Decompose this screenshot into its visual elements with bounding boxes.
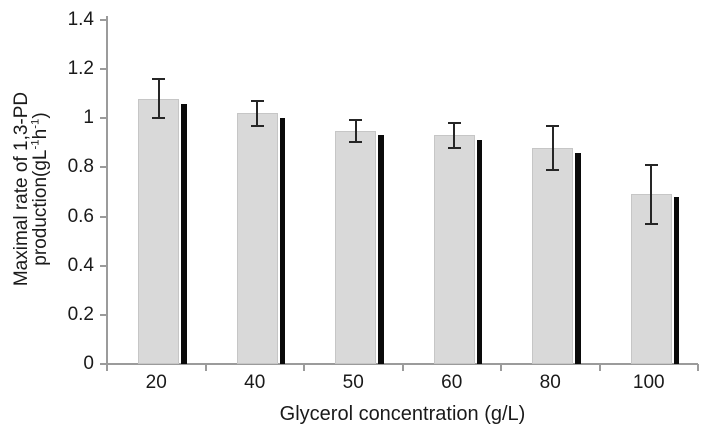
error-bar-vertical	[551, 125, 554, 170]
y-tick-mark	[100, 19, 106, 22]
y-tick-label: 0.8	[67, 156, 94, 178]
bar-accent	[378, 135, 384, 364]
x-tick-label: 40	[244, 372, 266, 393]
x-tick-label: 20	[145, 372, 167, 393]
y-tick-mark	[100, 166, 106, 169]
x-tick-mark	[204, 364, 207, 371]
y-tick-mark	[100, 264, 106, 267]
error-bar-cap-top	[546, 124, 559, 127]
bar-accent	[279, 118, 285, 364]
y-tick-mark	[100, 313, 106, 316]
error-bar-vertical	[256, 101, 258, 126]
y-tick-label: 0.4	[67, 254, 94, 276]
y-tick-label: 1	[83, 107, 94, 129]
error-bar-cap-top	[447, 122, 461, 125]
error-bar-cap-top	[349, 118, 362, 121]
x-tick-mark	[697, 364, 699, 371]
bar-accent	[476, 140, 482, 364]
y-axis-title-text: h	[30, 128, 51, 140]
error-bar-vertical	[650, 164, 652, 224]
error-bar-cap-top	[250, 100, 264, 103]
bar-accent	[575, 152, 581, 364]
y-tick-mark	[100, 215, 106, 218]
bar-accent	[673, 196, 679, 364]
error-bar-vertical	[157, 78, 160, 119]
error-bar-cap-bottom	[250, 124, 264, 127]
bar-main	[138, 98, 179, 364]
error-bar-cap-top	[152, 77, 165, 80]
x-tick-label: 80	[539, 372, 561, 393]
x-tick-mark	[106, 364, 108, 371]
error-bar-cap-bottom	[349, 140, 362, 143]
bar-main	[236, 113, 278, 364]
x-tick-mark	[303, 364, 305, 371]
y-axis-title-text: production(gL	[30, 149, 51, 266]
error-bar-cap-bottom	[152, 117, 165, 120]
unit-exponent: -1	[29, 118, 42, 129]
error-bar-vertical	[354, 119, 357, 142]
y-axis-title: Maximal rate of 1,3-PD production(gL-1h-…	[11, 28, 56, 350]
unit-exponent: -1	[29, 139, 42, 150]
x-tick-label: 60	[441, 372, 463, 393]
x-tick-label: 100	[632, 372, 665, 393]
y-tick-label: 0	[83, 353, 94, 374]
y-axis-title-line1: Maximal rate of 1,3-PD	[11, 91, 32, 287]
y-tick-mark	[100, 68, 106, 71]
y-tick-label: 1.4	[67, 9, 94, 31]
y-axis-title-line2: production(gL-1h-1)	[29, 28, 51, 350]
bar-accent	[181, 103, 187, 364]
y-axis-line	[106, 16, 108, 365]
y-tick-label: 0.6	[67, 205, 94, 227]
x-tick-mark	[401, 364, 404, 371]
x-axis-title: Glycerol concentration (g/L)	[279, 403, 526, 425]
x-tick-label: 50	[342, 372, 364, 393]
error-bar-cap-bottom	[546, 168, 559, 171]
y-tick-mark	[100, 117, 106, 120]
y-tick-label: 1.2	[67, 58, 94, 80]
error-bar-vertical	[453, 123, 455, 148]
bar-main	[433, 135, 475, 364]
y-axis-title-text: )	[30, 112, 51, 119]
error-bar-cap-bottom	[447, 146, 461, 149]
error-bar-cap-top	[644, 163, 658, 166]
y-tick-label: 0.2	[67, 303, 94, 325]
bar-main	[532, 147, 573, 364]
error-bar-cap-bottom	[644, 222, 658, 225]
y-tick-mark	[100, 363, 106, 365]
x-tick-mark	[598, 364, 601, 371]
x-tick-mark	[500, 364, 502, 371]
bar-main	[335, 130, 376, 364]
